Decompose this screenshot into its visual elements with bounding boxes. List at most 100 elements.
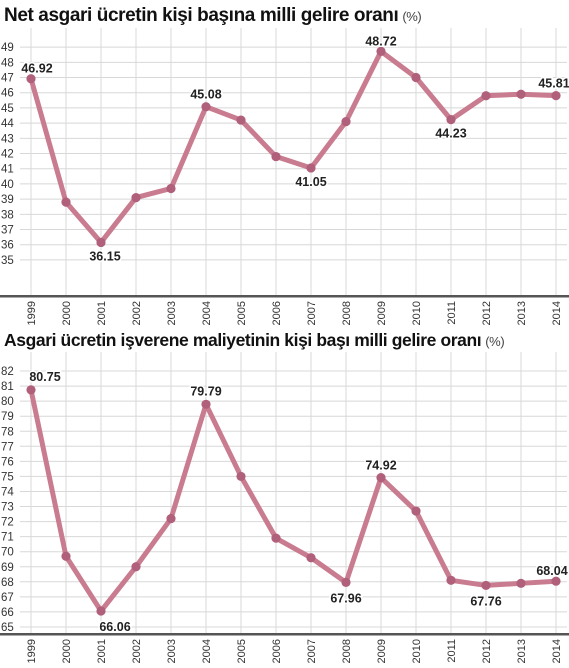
- data-point: [236, 115, 246, 125]
- data-point: [516, 89, 526, 99]
- data-point: [481, 91, 491, 101]
- x-tick-label: 2013: [516, 301, 528, 325]
- chart-panel-1: Net asgari ücretin kişi başına milli gel…: [0, 0, 569, 330]
- x-tick-label: 2003: [166, 639, 178, 663]
- y-tick-label: 48: [1, 57, 14, 69]
- x-tick-label: 2002: [131, 639, 143, 663]
- y-tick-label: 76: [1, 456, 14, 468]
- y-tick-label: 44: [1, 118, 14, 130]
- data-label: 45.81: [538, 77, 569, 91]
- data-label: 41.05: [295, 175, 326, 189]
- y-axis: 65 66 67 68 69 70 71 72 73 74 75 76 77 78 79 80 81 82: [1, 366, 14, 634]
- data-points: [26, 46, 561, 248]
- data-point: [411, 72, 421, 83]
- x-tick-label: 2009: [376, 639, 388, 663]
- data-labels: 80.75 66.06 79.79 67.96 74.92 67.76 68.04: [28, 368, 569, 635]
- data-point: [26, 385, 36, 395]
- y-tick-label: 35: [1, 255, 14, 267]
- x-tick-label: 2005: [236, 639, 248, 663]
- x-axis-line: [0, 633, 569, 636]
- y-tick-label: 71: [1, 532, 14, 544]
- x-tick-label: 2012: [481, 301, 493, 325]
- chart-unit: (%): [402, 9, 422, 24]
- x-tick-label: 2005: [236, 301, 248, 325]
- data-point: [551, 91, 561, 101]
- x-tick-label: 2010: [411, 301, 423, 325]
- x-tick-label: 2001: [96, 301, 108, 325]
- y-tick-label: 81: [1, 381, 14, 393]
- y-tick-label: 45: [1, 103, 14, 115]
- x-tick-label: 2009: [376, 301, 388, 325]
- y-tick-label: 68: [1, 577, 14, 589]
- data-point: [481, 580, 491, 591]
- data-point: [96, 606, 106, 616]
- x-tick-label: 2001: [96, 639, 108, 663]
- y-tick-label: 72: [1, 517, 14, 529]
- y-tick-label: 75: [1, 471, 14, 483]
- data-point: [271, 533, 281, 543]
- x-tick-label: 2000: [61, 301, 73, 325]
- data-point: [341, 117, 351, 127]
- x-axis: 1999 2000 2001 2002 2003 2004 2005 2006 2007 2008…: [26, 639, 563, 663]
- data-points: [26, 385, 561, 616]
- data-point: [446, 115, 456, 125]
- data-point: [166, 183, 176, 194]
- data-point: [131, 193, 141, 203]
- data-label: 79.79: [190, 384, 221, 398]
- x-tick-label: 2002: [131, 301, 143, 325]
- y-tick-label: 37: [1, 225, 14, 237]
- data-point: [376, 473, 386, 483]
- x-tick-label: 2004: [201, 639, 213, 663]
- y-tick-label: 36: [1, 240, 14, 252]
- data-point: [306, 553, 316, 563]
- chart-panel-2: Asgari ücretin işverene maliyetinin kişi…: [0, 330, 569, 668]
- x-tick-label: 2007: [306, 639, 318, 663]
- x-tick-label: 2006: [271, 301, 283, 325]
- data-label: 67.76: [470, 594, 501, 608]
- y-tick-label: 80: [1, 396, 14, 408]
- y-tick-label: 65: [1, 622, 14, 634]
- y-tick-label: 46: [1, 88, 14, 100]
- data-point: [131, 562, 141, 572]
- y-tick-label: 43: [1, 133, 14, 145]
- data-point: [516, 578, 526, 588]
- y-tick-label: 39: [1, 194, 14, 206]
- series-line: [28, 387, 559, 614]
- data-point: [411, 506, 421, 516]
- y-tick-label: 40: [1, 179, 14, 191]
- data-point: [341, 577, 351, 588]
- y-tick-label: 78: [1, 426, 14, 438]
- y-tick-label: 67: [1, 592, 14, 604]
- chart-title: Asgari ücretin işverene maliyetinin kişi…: [4, 330, 505, 351]
- y-tick-label: 74: [1, 486, 14, 498]
- y-tick-label: 82: [1, 366, 14, 378]
- x-tick-label: 2008: [341, 301, 353, 325]
- data-point: [271, 151, 281, 162]
- y-tick-label: 69: [1, 562, 14, 574]
- data-label: 68.04: [536, 564, 567, 578]
- x-tick-label: 2011: [446, 639, 458, 663]
- y-tick-label: 47: [1, 73, 14, 85]
- x-tick-label: 2000: [61, 639, 73, 663]
- x-tick-label: 2008: [341, 639, 353, 663]
- x-tick-label: 2014: [551, 639, 563, 663]
- data-point: [306, 163, 316, 173]
- y-tick-label: 38: [1, 209, 14, 221]
- gridlines: [20, 28, 567, 295]
- data-point: [26, 74, 36, 84]
- x-tick-label: 2014: [551, 301, 563, 325]
- y-axis: 35 36 37 38 39 40 41 42 43 44 45 46 47 48 49: [1, 42, 14, 267]
- x-tick-label: 2006: [271, 639, 283, 663]
- data-label: 66.06: [99, 620, 130, 634]
- data-point: [236, 471, 246, 482]
- data-point: [61, 551, 71, 561]
- data-label: 80.75: [29, 370, 60, 384]
- data-point: [61, 197, 71, 207]
- series-line: [28, 48, 559, 245]
- data-label: 74.92: [365, 459, 396, 473]
- data-labels: 46.92 36.15 45.08 41.05 48.72 44.23 45.81: [20, 33, 569, 265]
- data-label: 36.15: [89, 249, 120, 263]
- y-tick-label: 49: [1, 42, 14, 54]
- x-tick-label: 1999: [26, 639, 38, 663]
- x-tick-label: 2003: [166, 301, 178, 325]
